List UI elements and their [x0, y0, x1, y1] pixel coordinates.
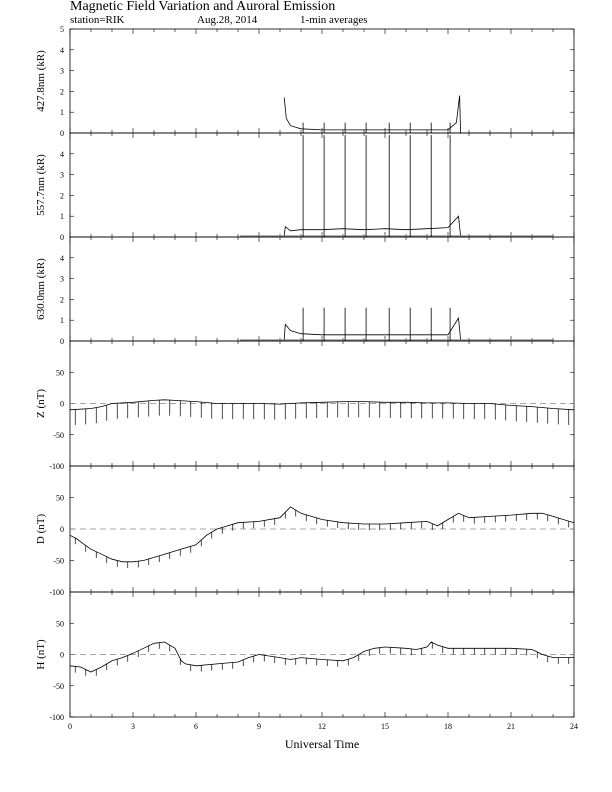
panel-1: 0 1 2 3 4 557.7nm (kR) [35, 132, 575, 242]
y-tick-label: 0 [60, 129, 64, 138]
series-line [69, 399, 575, 411]
x-tick-label: 12 [318, 722, 326, 731]
panel-frame [69, 28, 575, 134]
y-tick-label: 0 [60, 233, 64, 242]
x-tick-label: 21 [507, 722, 515, 731]
y-tick-label: 0 [60, 337, 64, 346]
y-tick-label: 3 [60, 67, 64, 76]
panel-4: -100 -50 0 50 D (nT) [35, 465, 575, 597]
y-tick-label: 3 [60, 275, 64, 284]
y-tick-label: -50 [53, 557, 64, 566]
y-tick-label: 50 [56, 494, 64, 503]
x-tick-label: 6 [194, 722, 198, 731]
y-tick-label: -50 [53, 682, 64, 691]
panel-5: -100 -50 0 50 H (nT) 0 3 6 9 12 15 18 21 24 Universal … [35, 591, 578, 751]
y-tick-label: 2 [60, 191, 64, 200]
x-tick-label: 15 [381, 722, 389, 731]
panel-0: 0 1 2 3 4 5 427.8nm (kR) [35, 25, 575, 138]
y-axis-label: H (nT) [35, 639, 47, 670]
y-axis-label: 427.8nm (kR) [35, 50, 47, 112]
x-axis-label: Universal Time [285, 737, 359, 751]
y-tick-label: 4 [60, 150, 64, 159]
y-tick-label: 50 [56, 619, 64, 628]
series-line [69, 641, 574, 673]
series-line [283, 95, 461, 134]
y-tick-label: -100 [49, 588, 64, 597]
panel-frame [69, 236, 575, 342]
panel-frame [69, 132, 575, 238]
y-tick-label: -50 [53, 431, 64, 440]
station-label: station=RIK [70, 14, 125, 26]
x-tick-label: 24 [570, 722, 578, 731]
y-tick-label: 0 [60, 400, 64, 409]
series-line [240, 215, 553, 237]
y-tick-label: 2 [60, 295, 64, 304]
x-tick-label: 9 [257, 722, 261, 731]
y-axis-label: 557.7nm (kR) [35, 154, 47, 216]
y-tick-label: 5 [60, 25, 64, 34]
series-line [69, 506, 575, 563]
y-tick-label: 4 [60, 254, 64, 263]
y-axis-label: 630.0nm (kR) [35, 258, 47, 320]
figure-title: Magnetic Field Variation and Auroral Emi… [70, 0, 335, 14]
y-tick-label: 1 [60, 212, 64, 221]
y-tick-label: 4 [60, 46, 64, 55]
panel-2: 0 1 2 3 4 630.0nm (kR) [35, 236, 575, 346]
x-tick-label: 0 [68, 722, 72, 731]
y-tick-label: 0 [60, 651, 64, 660]
y-tick-label: 50 [56, 368, 64, 377]
y-axis-label: Z (nT) [35, 389, 47, 418]
series-line [240, 316, 553, 341]
x-tick-label: 18 [444, 722, 452, 731]
y-tick-label: 1 [60, 108, 64, 117]
y-tick-label: -100 [49, 462, 64, 471]
date-label: Aug.28, 2014 [197, 14, 258, 26]
y-tick-label: 2 [60, 87, 64, 96]
averaging-label: 1-min averages [300, 14, 368, 26]
y-axis-label: D (nT) [35, 514, 47, 545]
y-tick-label: 0 [60, 525, 64, 534]
y-tick-label: 1 [60, 316, 64, 325]
y-tick-label: -100 [49, 713, 64, 722]
y-tick-label: 3 [60, 171, 64, 180]
x-tick-label: 3 [131, 722, 135, 731]
panel-3: -100 -50 0 50 Z (nT) [35, 340, 575, 471]
